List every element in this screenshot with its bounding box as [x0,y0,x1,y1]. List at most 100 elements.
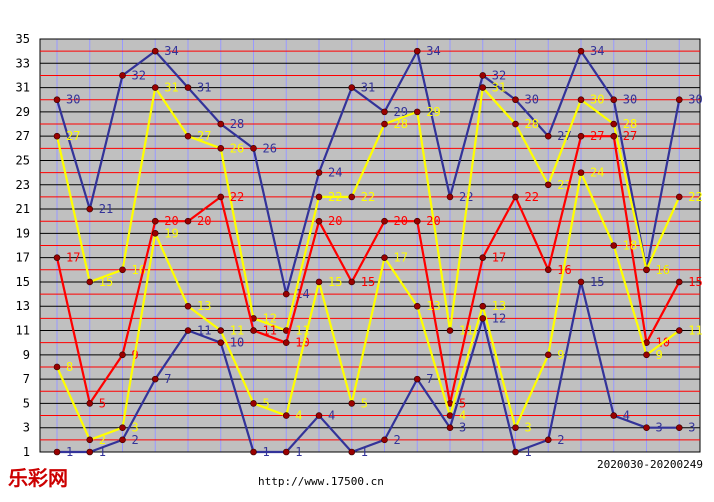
data-point [610,412,618,419]
data-label: 26 [230,141,244,155]
data-label: 11 [230,324,244,338]
data-label: 27 [66,129,80,143]
data-point [119,266,126,274]
data-point [250,145,257,152]
data-label: 1 [66,445,73,459]
y-tick-label: 3 [23,421,30,435]
data-point [479,72,487,79]
data-point [348,448,356,456]
data-point [577,132,585,140]
data-label: 2 [557,433,564,447]
data-point [577,169,585,176]
data-label: 5 [99,396,106,410]
data-label: 22 [525,190,539,204]
data-label: 32 [132,68,146,82]
data-point [479,254,487,261]
data-point [184,84,192,91]
data-label: 3 [525,421,532,435]
data-label: 18 [623,239,637,253]
data-label: 27 [623,129,637,143]
data-label: 22 [688,190,702,204]
data-label: 2 [99,433,106,447]
data-label: 1 [263,445,270,459]
data-point [184,132,192,140]
data-point [577,96,585,104]
data-point [544,181,552,189]
data-point [217,339,225,346]
data-point [53,363,61,371]
series-line [55,135,681,405]
data-point [675,193,683,201]
y-tick-label: 15 [16,275,30,289]
data-label: 32 [492,68,506,82]
data-point [479,84,487,91]
data-point [151,230,159,237]
data-label: 29 [394,105,408,119]
data-label: 31 [492,81,506,95]
data-label: 11 [197,324,211,338]
data-label: 27 [590,129,604,143]
data-point [348,193,356,201]
data-point [643,266,650,274]
data-point [348,400,356,407]
data-label: 20 [426,214,440,228]
data-point [250,400,257,407]
data-point [544,266,552,274]
y-tick-label: 1 [23,445,30,459]
data-label: 28 [623,117,637,131]
data-label: 5 [459,396,466,410]
data-point [675,278,683,286]
data-label: 31 [197,81,211,95]
period-range: 2020030-20200249 [597,458,703,471]
data-point [86,436,94,444]
data-point [119,72,126,79]
data-label: 4 [295,409,302,423]
data-point [479,315,487,322]
y-tick-label: 23 [16,178,30,192]
data-point [512,96,519,104]
data-point [413,217,421,225]
y-tick-label: 11 [16,324,30,338]
data-point [53,254,61,261]
data-point [282,290,290,298]
data-label: 15 [99,275,113,289]
data-label: 20 [328,214,342,228]
data-point [381,108,388,116]
data-point [282,339,290,346]
data-label: 5 [263,396,270,410]
data-point [315,217,323,225]
data-label: 30 [688,93,702,107]
data-point [675,96,683,104]
data-point [86,278,94,286]
data-point [282,412,290,419]
data-label: 9 [656,348,663,362]
data-label: 4 [623,409,630,423]
y-tick-label: 7 [23,372,30,386]
y-tick-label: 27 [16,129,30,143]
data-label: 3 [688,421,695,435]
data-point [315,278,323,286]
data-point [512,120,519,128]
y-tick-label: 13 [16,299,30,313]
data-label: 19 [164,226,178,240]
data-label: 17 [492,251,506,265]
data-point [381,217,388,225]
data-point [446,327,454,334]
y-tick-label: 35 [16,32,30,46]
data-point [315,412,323,419]
series-line [55,50,681,296]
data-label: 15 [590,275,604,289]
data-point [577,47,585,55]
y-tick-label: 31 [16,81,30,95]
data-point [282,448,290,456]
data-point [413,302,421,310]
data-label: 34 [426,44,440,58]
data-label: 9 [557,348,564,362]
data-point [86,448,94,456]
data-point [381,120,388,128]
data-label: 34 [164,44,178,58]
data-label: 29 [426,105,440,119]
